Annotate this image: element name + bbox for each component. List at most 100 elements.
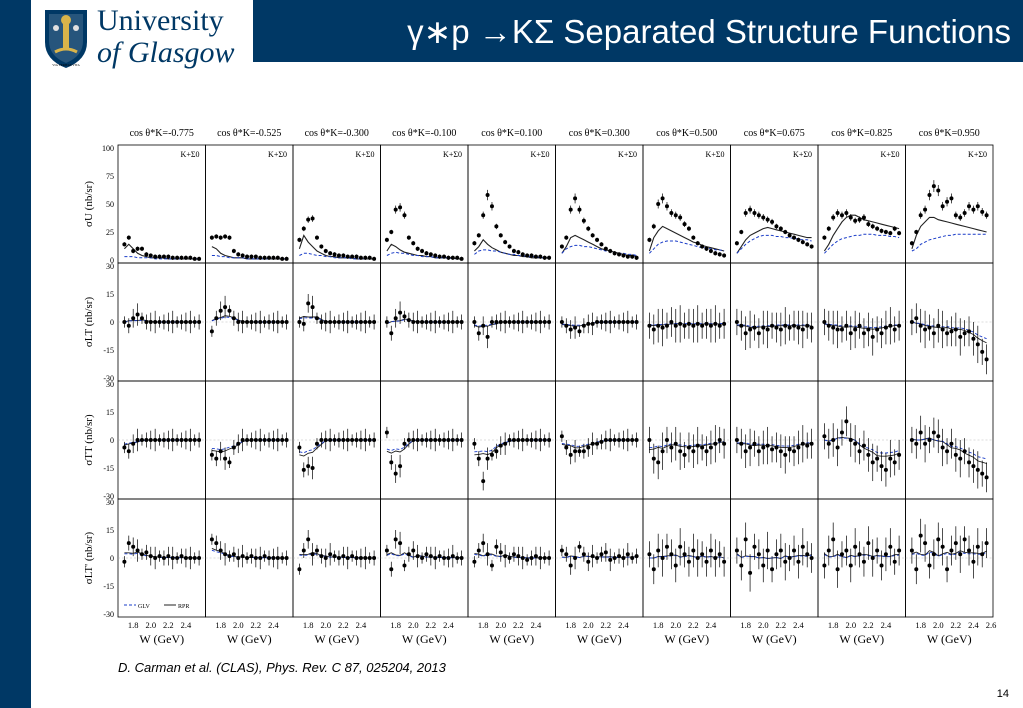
data-point [542,556,547,560]
data-point [931,430,936,435]
data-point [516,320,521,324]
data-point [617,554,622,559]
legend-rpr-label: RPR [178,604,189,610]
data-point [879,331,884,336]
data-point [669,210,674,215]
y-axis-label: σLT (nb/sr) [83,297,95,348]
data-point [774,224,779,229]
glv-curve [911,321,987,340]
data-point [857,323,862,328]
column-label: cos θ*K=0.950 [919,128,980,139]
data-point [170,255,175,260]
data-point [734,438,739,442]
data-point [188,320,193,324]
x-axis-label: W (GeV) [227,632,272,646]
data-point [223,234,228,239]
data-point [139,316,144,321]
data-point [704,449,709,454]
data-point [918,323,923,328]
data-point [332,554,337,559]
data-point [914,441,919,446]
glv-curve [474,439,550,453]
glv-curve [561,321,637,326]
rpr-curve [299,315,375,323]
data-point [888,231,893,236]
data-point [647,237,652,242]
data-point [314,235,319,240]
data-point [367,320,372,324]
data-point [179,255,184,260]
data-point [734,548,739,553]
data-point [542,255,547,260]
data-point [958,552,963,557]
data-point [214,456,219,461]
data-point [258,255,263,260]
data-point [748,570,753,575]
data-point [183,438,188,442]
data-point [144,252,149,257]
data-point [931,552,936,557]
data-point [857,552,862,557]
rpr-curve [124,439,200,446]
panel-frame [205,144,294,264]
data-point [271,255,276,260]
data-point [559,320,564,324]
data-point [660,449,665,454]
data-point [231,445,236,450]
data-point [875,327,880,332]
data-point [547,556,552,560]
data-point [153,438,158,442]
data-point [678,215,683,220]
x-tick-label: 2.0 [583,620,594,630]
data-point [778,327,783,332]
data-point [897,548,902,553]
data-point [743,210,748,215]
data-point [761,325,766,330]
data-point [651,327,656,332]
data-point [866,222,871,227]
data-point [424,552,429,557]
data-point [411,438,416,442]
x-tick-label: 1.8 [390,620,401,630]
data-point [262,255,267,260]
data-point [218,449,223,454]
data-point [476,548,481,553]
data-point [800,327,805,332]
data-point [752,210,757,215]
data-point [695,241,700,246]
rpr-curve [648,225,725,252]
data-point [713,556,718,560]
data-point [962,331,967,336]
data-point [336,320,341,324]
x-tick-label: 2.4 [706,620,717,630]
x-tick-label: 2.4 [443,620,454,630]
rpr-curve [736,553,812,559]
data-point [625,320,630,324]
data-point [209,329,214,334]
data-point [914,230,919,234]
y-tick-label: 0 [110,436,114,445]
panel-frame [817,144,906,264]
data-point [267,255,272,260]
y-axis-label: σU (nb/sr) [83,181,95,227]
panel-tag: K+Σ0 [443,150,462,159]
data-point [748,445,753,450]
data-point [498,443,503,448]
data-point [538,254,543,259]
y-tick-label: 0 [110,554,114,563]
data-point [227,235,232,240]
data-point [507,556,512,560]
data-point [603,246,608,251]
data-point [236,320,241,324]
data-point [350,320,355,324]
data-point [660,325,665,330]
data-point [310,466,315,470]
data-point [630,254,635,259]
data-point [739,441,744,446]
rpr-curve [911,216,987,249]
data-point [573,556,578,560]
data-point [752,325,757,330]
data-point [927,438,932,442]
data-point [472,241,477,246]
data-point [861,331,866,336]
